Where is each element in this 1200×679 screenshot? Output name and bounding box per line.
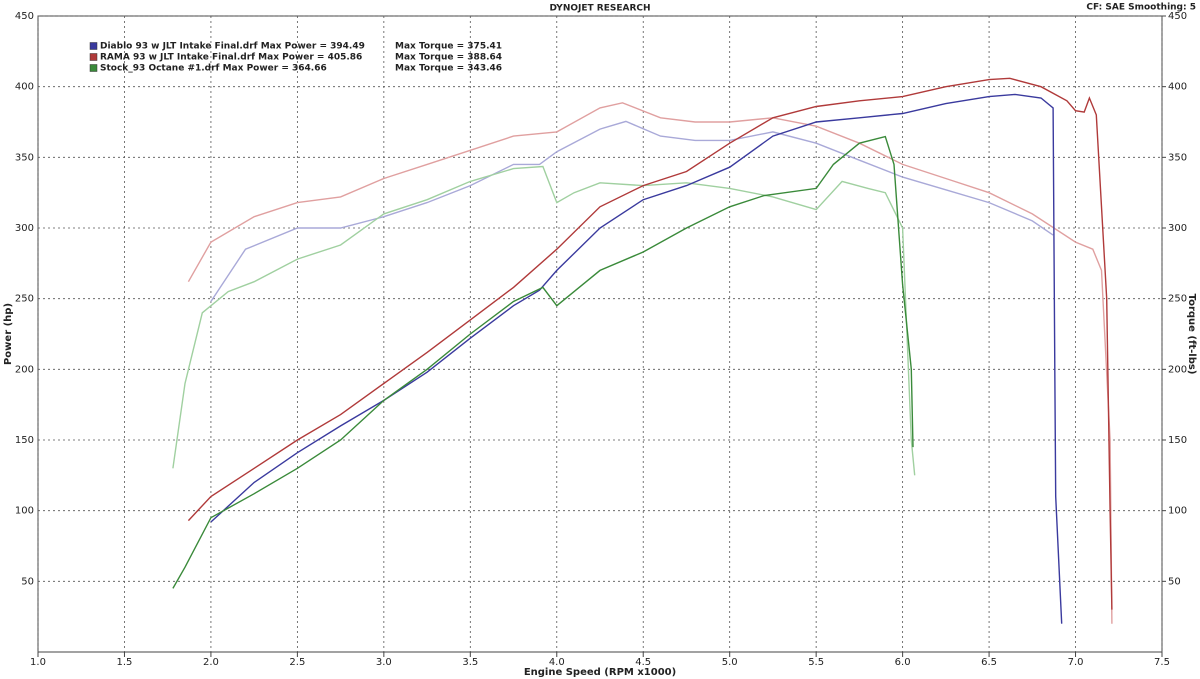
x-tick-label: 7.5 bbox=[1154, 657, 1170, 668]
legend-text: RAMA 93 w JLT Intake Final.drf Max Power… bbox=[100, 53, 362, 63]
y2-tick-label: 400 bbox=[1168, 82, 1187, 93]
y2-tick-label: 350 bbox=[1168, 152, 1187, 163]
legend-text: Max Torque = 343.46 bbox=[395, 64, 502, 74]
x-tick-label: 1.0 bbox=[30, 657, 46, 668]
x-tick-label: 5.0 bbox=[722, 657, 738, 668]
y2-tick-label: 100 bbox=[1168, 506, 1187, 517]
plot-area bbox=[37, 15, 1163, 653]
x-tick-label: 6.5 bbox=[981, 657, 997, 668]
x-tick-label: 5.5 bbox=[808, 657, 824, 668]
y-tick-label: 100 bbox=[15, 506, 34, 517]
x-axis-label: Engine Speed (RPM x1000) bbox=[524, 667, 676, 678]
legend-swatch bbox=[89, 42, 98, 50]
y-tick-label: 350 bbox=[15, 152, 34, 163]
x-tick-label: 3.0 bbox=[376, 657, 392, 668]
chart-title: DYNOJET RESEARCH bbox=[549, 4, 650, 14]
y2-tick-label: 50 bbox=[1168, 576, 1181, 587]
x-tick-label: 2.5 bbox=[289, 657, 305, 668]
y-tick-label: 200 bbox=[15, 364, 34, 375]
y-tick-label: 150 bbox=[15, 435, 34, 446]
y-tick-label: 450 bbox=[15, 11, 34, 22]
legend-text: Max Torque = 388.64 bbox=[395, 53, 502, 63]
y2-tick-label: 300 bbox=[1168, 223, 1187, 234]
y2-tick-label: 450 bbox=[1168, 11, 1187, 22]
x-tick-label: 6.0 bbox=[895, 657, 911, 668]
power-line bbox=[187, 77, 1113, 610]
y-tick-label: 300 bbox=[15, 223, 34, 234]
y-tick-label: 250 bbox=[15, 294, 34, 305]
y2-axis-label: Torque (ft-lbs) bbox=[1186, 294, 1197, 375]
torque-line bbox=[187, 102, 1113, 624]
torque-line bbox=[172, 165, 916, 476]
y2-tick-label: 150 bbox=[1168, 435, 1187, 446]
legend-text: Diablo 93 w JLT Intake Final.drf Max Pow… bbox=[100, 42, 365, 52]
x-tick-label: 7.0 bbox=[1068, 657, 1084, 668]
x-tick-label: 1.5 bbox=[117, 657, 133, 668]
y-tick-label: 400 bbox=[15, 82, 34, 93]
x-tick-label: 4.0 bbox=[549, 657, 565, 668]
legend-text: Stock_93 Octane #1.drf Max Power = 364.6… bbox=[100, 64, 327, 74]
legend-swatch bbox=[89, 53, 98, 61]
x-tick-label: 4.5 bbox=[635, 657, 651, 668]
x-tick-label: 3.5 bbox=[462, 657, 478, 668]
y-axis-label: Power (hp) bbox=[3, 303, 14, 365]
power-line bbox=[172, 135, 914, 589]
torque-line bbox=[210, 120, 1054, 302]
y-tick-label: 50 bbox=[21, 576, 34, 587]
x-tick-label: 2.0 bbox=[203, 657, 219, 668]
y2-tick-label: 250 bbox=[1168, 294, 1187, 305]
chart-subtitle: CF: SAE Smoothing: 5 bbox=[1086, 3, 1196, 13]
legend-swatch bbox=[89, 64, 98, 72]
y2-tick-label: 200 bbox=[1168, 364, 1187, 375]
legend-text: Max Torque = 375.41 bbox=[395, 42, 502, 52]
